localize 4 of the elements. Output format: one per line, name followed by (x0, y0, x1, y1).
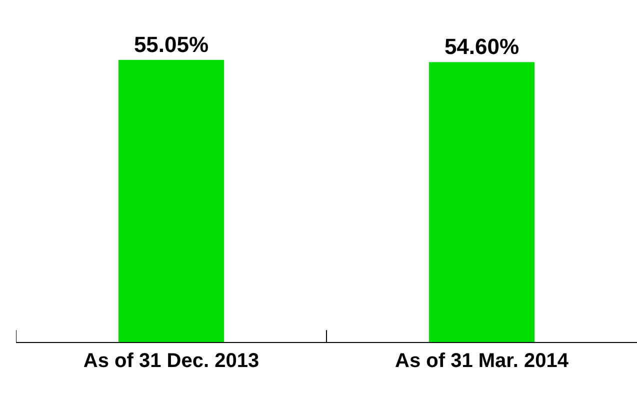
data-label: 54.60% (444, 34, 520, 60)
data-label: 55.05% (134, 32, 209, 57)
x-tick-label: As of 31 Dec. 2013 (83, 350, 260, 372)
x-tick-label: As of 31 Mar. 2014 (395, 350, 570, 372)
